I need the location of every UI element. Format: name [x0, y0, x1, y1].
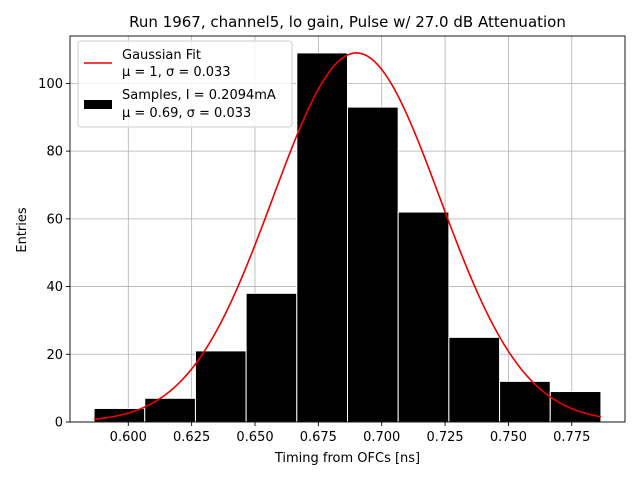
y-tick-label: 40 — [46, 280, 63, 295]
x-tick-label: 0.775 — [553, 430, 590, 445]
gaussian-fit-curve — [93, 52, 602, 421]
histogram-bar — [296, 52, 348, 423]
x-tick-label: 0.750 — [490, 430, 527, 445]
x-axis-ticks: 0.600 0.625 0.650 0.675 0.700 0.725 0.750 0.775 — [110, 422, 590, 445]
histogram-bar — [448, 336, 501, 423]
histogram-bar — [549, 391, 602, 423]
histogram-bars — [93, 52, 602, 423]
y-tick-label: 0 — [55, 416, 63, 431]
y-tick-label: 80 — [46, 145, 63, 160]
x-axis-label: Timing from OFCs [ns] — [274, 451, 420, 466]
legend: Gaussian Fit μ = 1, σ = 0.033 Samples, I… — [77, 40, 293, 128]
histogram-bar — [347, 106, 399, 423]
chart-title: Run 1967, channel5, lo gain, Pulse w/ 27… — [129, 13, 566, 31]
legend-samples-stats: μ = 0.69, σ = 0.033 — [122, 106, 251, 121]
x-tick-label: 0.675 — [300, 430, 337, 445]
histogram-bar — [397, 211, 450, 423]
y-tick-label: 100 — [38, 77, 63, 92]
plot-frame — [69, 35, 626, 423]
x-tick-label: 0.725 — [426, 430, 463, 445]
x-tick-label: 0.600 — [110, 430, 147, 445]
legend-samples-patch-icon — [84, 100, 112, 109]
legend-fit-label: Gaussian Fit — [122, 48, 201, 63]
histogram-bar — [499, 380, 551, 423]
histogram-bar — [144, 397, 196, 423]
legend-samples-label: Samples, I = 0.2094mA — [122, 88, 276, 103]
y-tick-label: 20 — [46, 348, 63, 363]
y-axis-label: Entries — [15, 207, 30, 253]
histogram-bar — [194, 350, 247, 423]
x-tick-label: 0.700 — [363, 430, 400, 445]
y-tick-label: 60 — [46, 212, 63, 227]
y-axis-ticks: 0 20 40 60 80 100 — [38, 77, 70, 431]
x-tick-label: 0.650 — [236, 430, 273, 445]
legend-fit-stats: μ = 1, σ = 0.033 — [122, 65, 231, 80]
legend-box — [77, 40, 293, 128]
histogram-bar — [245, 292, 298, 423]
x-tick-label: 0.625 — [173, 430, 210, 445]
